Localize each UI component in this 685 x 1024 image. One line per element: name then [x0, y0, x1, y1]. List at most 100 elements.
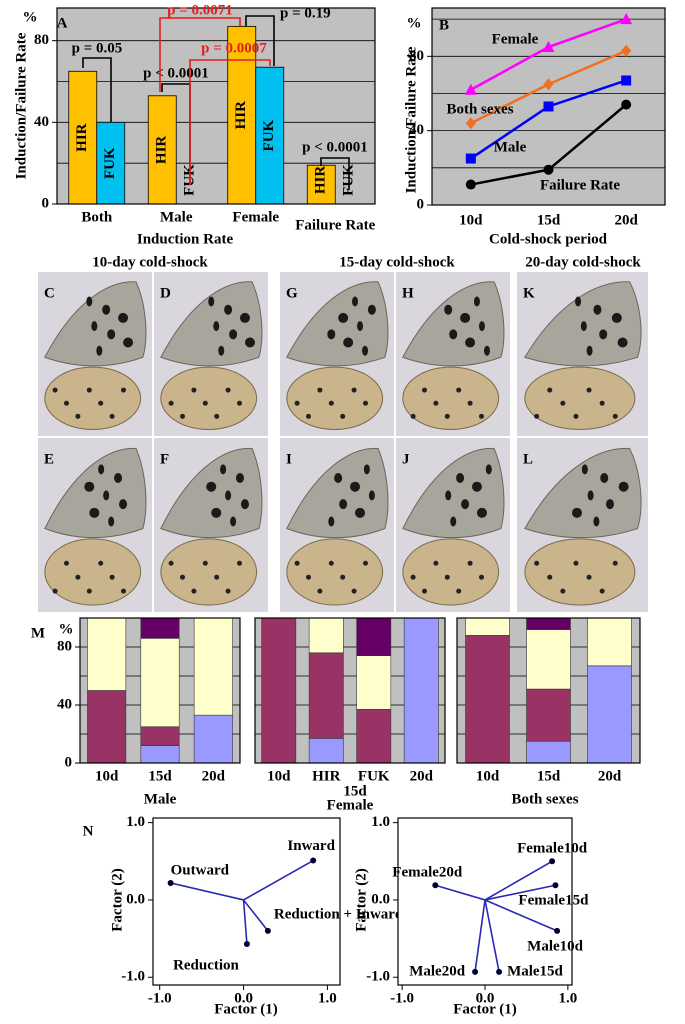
significance-bracket: [189, 59, 271, 185]
x-tick-label: Female: [232, 209, 279, 225]
photo-group-title: 10-day cold-shock: [92, 254, 208, 270]
point: [554, 927, 561, 934]
forewing: [524, 447, 642, 539]
marker: [621, 99, 632, 110]
hindwing: [524, 538, 636, 606]
hindwing: [286, 366, 384, 430]
y-tick-label: 40: [57, 696, 72, 712]
y-tick-label: 0.0: [371, 891, 390, 907]
loading-line: [484, 899, 500, 973]
bar-segment: [193, 714, 233, 764]
photo-label: C: [44, 285, 55, 301]
bar-label: FUK: [261, 119, 277, 151]
bar-segment: [87, 690, 127, 764]
plot-frame: [79, 617, 241, 764]
wing-spot: [612, 413, 618, 419]
significance-bracket: [159, 17, 241, 92]
wing-spot: [560, 588, 566, 594]
bar-segment: [356, 655, 392, 710]
wing-spot: [352, 296, 359, 307]
wing-spot: [180, 413, 185, 419]
wing-spot: [573, 413, 579, 419]
x-tick-label: 10d: [95, 768, 119, 784]
photo-label: D: [160, 285, 171, 301]
wing-spot: [485, 464, 492, 475]
wing-spot: [587, 490, 594, 501]
x-tick-label: 0.0: [476, 990, 495, 1006]
wing-spot: [114, 473, 123, 484]
wing-spot: [449, 329, 458, 340]
y-tick-label: -1.0: [366, 969, 390, 985]
wing-spot: [599, 400, 605, 406]
bar-segment: [356, 617, 392, 657]
y-axis-label: Factor (2): [353, 868, 369, 931]
wing-spot: [237, 560, 242, 566]
point: [264, 927, 271, 934]
wing-spot: [606, 499, 615, 510]
point: [472, 968, 479, 975]
wing-spot: [433, 560, 439, 566]
x-tick-label: Male: [160, 209, 193, 225]
x-tick-label: 15d: [148, 768, 172, 784]
wing-spot: [229, 329, 238, 340]
point-label: Reduction + Inward: [274, 906, 404, 922]
point-label: Inward: [287, 838, 335, 854]
wing-spot: [445, 490, 452, 501]
wing-spot: [96, 345, 103, 356]
forewing: [160, 447, 263, 539]
bar-label: FUK: [102, 147, 118, 179]
wing-spot: [600, 473, 609, 484]
annotation: p < 0.0001: [143, 65, 209, 81]
photo-label: E: [44, 451, 54, 467]
wing-spot: [586, 387, 592, 393]
wing-spot: [240, 499, 249, 510]
wing-spot: [225, 490, 232, 501]
unit-label: %: [23, 9, 38, 25]
wing-spot: [89, 507, 100, 518]
wing-spot: [460, 312, 471, 323]
y-tick-label: 1.0: [371, 814, 390, 830]
bar-segment: [587, 617, 632, 667]
series-label: Both sexes: [446, 101, 513, 117]
wing-spot: [479, 574, 484, 580]
wing-spot: [612, 560, 618, 566]
bar-segment: [261, 617, 297, 764]
wing-spot: [121, 588, 126, 594]
y-axis-label: Factor (2): [109, 868, 125, 931]
wing-spot: [617, 337, 628, 348]
wing-spot: [224, 304, 233, 315]
bar-label: HIR: [74, 123, 90, 152]
hindwing: [160, 538, 258, 606]
wing-spot: [465, 337, 476, 348]
point-label: Male10d: [527, 938, 583, 954]
panel-label: A: [57, 15, 68, 31]
x-tick-label: 10d: [459, 212, 483, 228]
photo-label: G: [286, 285, 298, 301]
wing-spot: [202, 560, 208, 566]
hindwing: [44, 538, 142, 606]
wing-spot: [52, 387, 58, 393]
annotation: p < 0.0001: [302, 139, 368, 155]
marker: [621, 75, 632, 86]
y-axis-label: Induction/Failure Rate: [403, 46, 419, 193]
panel-label: N: [83, 823, 94, 839]
wing-spot: [571, 507, 582, 518]
bar-segment: [140, 745, 180, 764]
wing-spot: [334, 473, 343, 484]
wing-spot: [86, 387, 92, 393]
wing-spot: [410, 574, 416, 580]
wing-spot: [206, 481, 217, 492]
wing-spot: [98, 560, 104, 566]
wing-spot: [244, 337, 255, 348]
bar: [147, 95, 177, 205]
wing-spot: [410, 413, 416, 419]
wing-spot: [343, 337, 354, 348]
wing-spot: [64, 560, 69, 566]
y-tick-label: 40: [409, 122, 424, 138]
wing-spot: [86, 588, 92, 594]
marker: [465, 153, 476, 164]
loading-line: [484, 860, 553, 901]
unit-label: %: [59, 621, 74, 637]
wing-spot: [108, 516, 115, 527]
wing-spot: [473, 296, 480, 307]
